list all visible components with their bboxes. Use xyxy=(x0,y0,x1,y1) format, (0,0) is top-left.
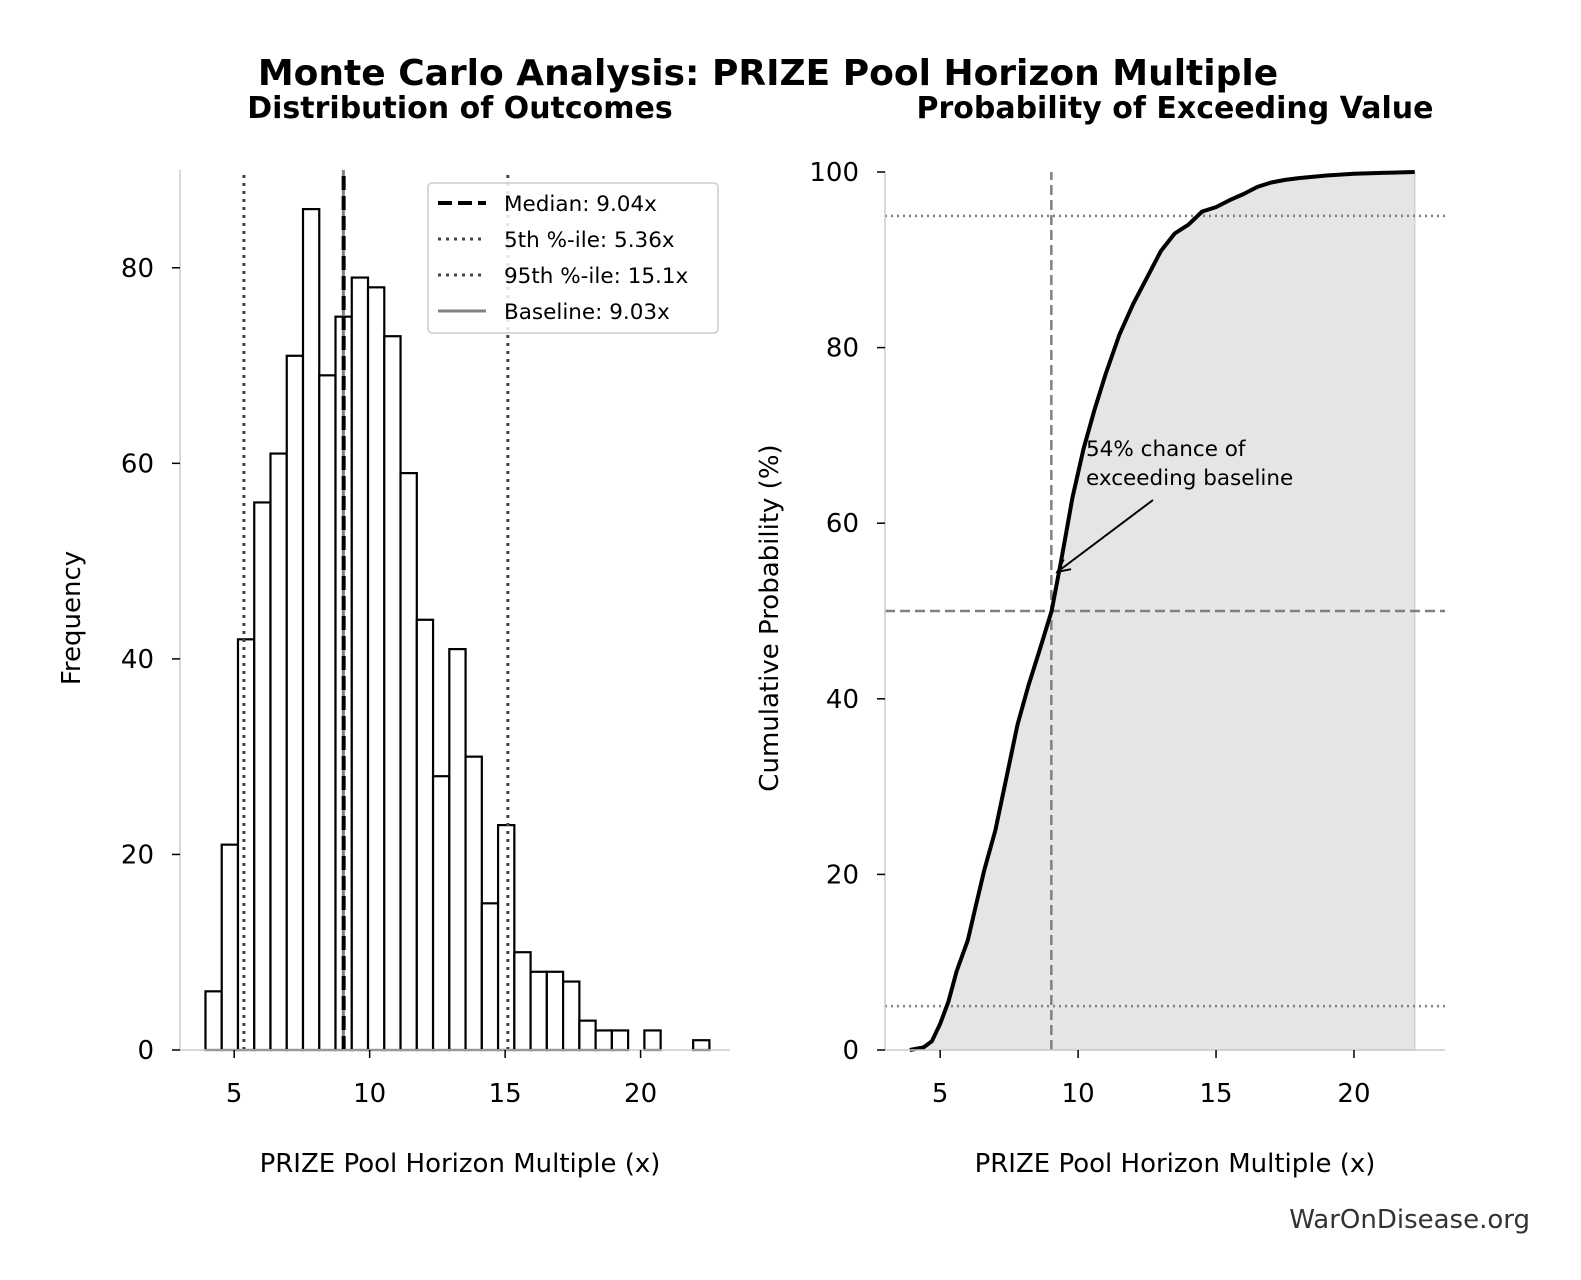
cumulative-y-tick-label: 20 xyxy=(826,860,859,890)
histogram-x-axis-label: PRIZE Pool Horizon Multiple (x) xyxy=(260,1149,661,1179)
histogram-bar xyxy=(464,755,483,1052)
histogram-panel: Distribution of Outcomes 5 10 15 20 0 20 40 60 8… xyxy=(57,91,730,1179)
histogram-bar xyxy=(594,1029,613,1052)
histogram-y-tick-label: 60 xyxy=(121,449,154,479)
histogram-bar xyxy=(350,276,370,1052)
cumulative-y-tick-label: 40 xyxy=(826,685,859,715)
annotation-arrow xyxy=(1056,499,1154,573)
histogram-axes: 5 10 15 20 0 20 40 60 80 xyxy=(121,170,730,1109)
histogram-x-tick-label: 5 xyxy=(226,1079,243,1109)
histogram-bar xyxy=(220,843,240,1052)
legend-label: 5th %-ile: 5.36x xyxy=(504,228,675,253)
histogram-y-tick-label: 0 xyxy=(137,1036,154,1066)
legend-box xyxy=(427,182,719,334)
cumulative-x-tick-label: 20 xyxy=(1337,1079,1370,1109)
histogram-bar xyxy=(545,970,565,1052)
histogram-bar xyxy=(301,208,321,1052)
histogram-bar xyxy=(562,980,581,1052)
legend-label: Baseline: 9.03x xyxy=(504,300,670,325)
histogram-bar xyxy=(513,951,532,1052)
histogram-bars xyxy=(204,208,711,1052)
figure-title: Monte Carlo Analysis: PRIZE Pool Horizon… xyxy=(258,53,1278,94)
histogram-y-tick-label: 20 xyxy=(121,840,154,870)
histogram-bar xyxy=(529,970,548,1052)
histogram-bar xyxy=(366,286,386,1052)
cumulative-y-tick-label: 80 xyxy=(826,334,859,364)
annotation-text: 54% chance of xyxy=(1086,437,1246,462)
histogram-bar xyxy=(643,1029,662,1052)
annotation-text: exceeding baseline xyxy=(1086,466,1293,491)
histogram-bar xyxy=(480,902,500,1052)
legend-label: Median: 9.04x xyxy=(504,192,657,217)
cumulative-y-tick-label: 60 xyxy=(826,509,859,539)
histogram-x-tick-label: 20 xyxy=(624,1079,657,1109)
histogram-x-tick-label: 15 xyxy=(489,1079,522,1109)
histogram-bar xyxy=(415,618,435,1052)
cumulative-x-axis-label: PRIZE Pool Horizon Multiple (x) xyxy=(975,1149,1376,1179)
cumulative-y-axis-label: Cumulative Probability (%) xyxy=(755,444,785,791)
histogram-bar xyxy=(269,452,288,1052)
credit-text: WarOnDisease.org xyxy=(1289,1205,1530,1235)
histogram-bar xyxy=(610,1029,630,1052)
histogram-legend: Median: 9.04x 5th %-ile: 5.36x 95th %-ile:… xyxy=(427,182,719,334)
cumulative-y-tick-label: 100 xyxy=(809,158,859,188)
histogram-bar xyxy=(448,648,467,1052)
histogram-bar xyxy=(236,638,256,1052)
histogram-y-tick-label: 80 xyxy=(121,254,154,284)
histogram-reference-lines xyxy=(242,170,510,1050)
histogram-bar xyxy=(285,354,305,1052)
annotation-arrowhead xyxy=(1055,558,1072,574)
histogram-bar xyxy=(318,374,337,1052)
histogram-bar xyxy=(496,824,516,1052)
cumulative-title: Probability of Exceeding Value xyxy=(916,91,1433,126)
histogram-y-tick-label: 40 xyxy=(121,645,154,675)
histogram-bar xyxy=(383,335,402,1052)
cumulative-panel: Probability of Exceeding Value 5 10 15 20 0 2… xyxy=(755,91,1445,1179)
cumulative-x-tick-label: 15 xyxy=(1199,1079,1232,1109)
cumulative-x-tick-label: 5 xyxy=(932,1079,949,1109)
histogram-bar xyxy=(399,472,418,1052)
histogram-bar xyxy=(692,1039,711,1052)
histogram-bar xyxy=(431,775,451,1052)
cumulative-x-tick-label: 10 xyxy=(1062,1079,1095,1109)
histogram-title: Distribution of Outcomes xyxy=(247,91,673,126)
legend-label: 95th %-ile: 15.1x xyxy=(504,264,689,289)
histogram-bar xyxy=(204,990,223,1052)
histogram-x-tick-label: 10 xyxy=(353,1079,386,1109)
cumulative-annotation: 54% chance of exceeding baseline xyxy=(1055,437,1293,574)
cumulative-axes: 5 10 15 20 0 20 40 60 80 100 xyxy=(809,158,1445,1109)
histogram-y-axis-label: Frequency xyxy=(57,551,87,685)
cumulative-y-tick-label: 0 xyxy=(842,1036,859,1066)
histogram-bar xyxy=(253,501,272,1052)
cumulative-line xyxy=(909,170,1415,1052)
histogram-bar xyxy=(578,1019,597,1052)
